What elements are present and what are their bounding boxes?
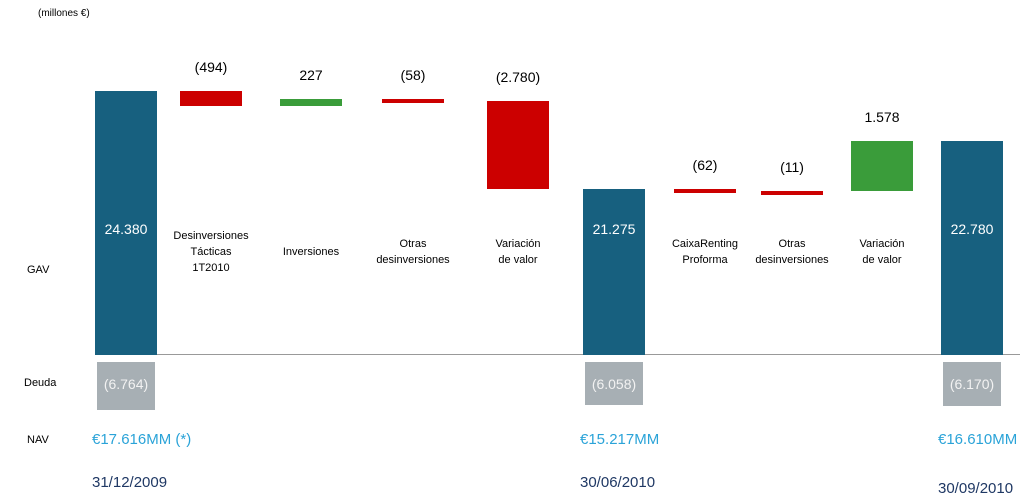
value-label: 227 bbox=[299, 66, 323, 83]
bar bbox=[941, 141, 1003, 355]
unit-label: (millones €) bbox=[38, 8, 90, 19]
x-tick-label: Inversiones bbox=[282, 246, 340, 258]
baseline bbox=[97, 354, 1020, 355]
bar bbox=[761, 190, 823, 195]
row-label: NAV bbox=[27, 434, 49, 446]
bar bbox=[382, 98, 444, 103]
debt-bar bbox=[585, 362, 643, 406]
value-label: (494) bbox=[194, 58, 228, 75]
debt-bar bbox=[943, 362, 1001, 407]
bar bbox=[487, 100, 549, 189]
nav-label: €17.616MM (*) bbox=[92, 431, 192, 448]
value-label: 22.780 bbox=[950, 221, 994, 237]
bar bbox=[180, 90, 242, 107]
value-label: (62) bbox=[692, 156, 718, 173]
date-label: 30/09/2010 bbox=[938, 480, 1014, 494]
debt-label: (6.764) bbox=[103, 376, 149, 392]
value-label: 21.275 bbox=[592, 221, 636, 237]
value-label: (58) bbox=[400, 66, 426, 83]
value-label: 24.380 bbox=[104, 221, 148, 237]
date-label: 31/12/2009 bbox=[92, 474, 168, 491]
bar bbox=[280, 98, 342, 107]
bar bbox=[674, 188, 736, 193]
row-label: GAV bbox=[27, 264, 50, 276]
x-tick-label: CaixaRenting Proforma bbox=[671, 238, 739, 266]
bar bbox=[95, 90, 157, 355]
value-label: (2.780) bbox=[495, 68, 541, 85]
value-label: (11) bbox=[780, 158, 804, 175]
debt-bar bbox=[97, 362, 155, 411]
nav-label: €16.610MM bbox=[938, 431, 1018, 448]
x-tick-label: Variación de valor bbox=[859, 238, 905, 266]
x-tick-label: Otras desinversiones bbox=[755, 238, 829, 266]
x-tick-label: Desinversiones Tácticas 1T2010 bbox=[173, 230, 249, 274]
debt-label: (6.170) bbox=[949, 376, 995, 392]
x-tick-label: Otras desinversiones bbox=[376, 238, 450, 266]
row-label: Deuda bbox=[24, 377, 57, 389]
debt-label: (6.058) bbox=[591, 376, 637, 392]
bar bbox=[583, 188, 645, 355]
value-label: 1.578 bbox=[864, 109, 900, 126]
date-label: 30/06/2010 bbox=[580, 474, 656, 491]
bar bbox=[851, 141, 913, 191]
x-tick-label: Variación de valor bbox=[495, 238, 541, 266]
nav-label: €15.217MM bbox=[580, 431, 660, 448]
